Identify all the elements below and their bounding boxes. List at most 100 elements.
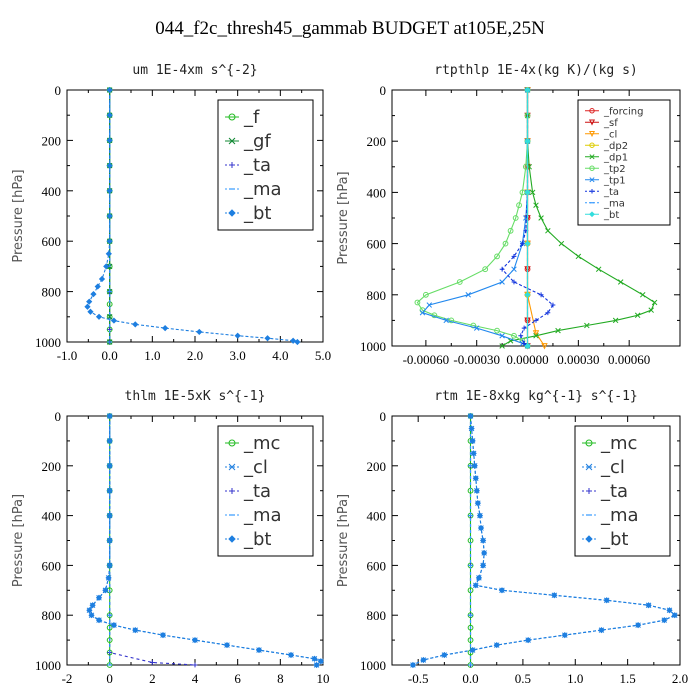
legend-marker (589, 165, 595, 171)
data-point (516, 202, 522, 209)
data-point (414, 299, 421, 306)
data-point (106, 238, 113, 245)
data-point (524, 291, 531, 298)
data-point (105, 250, 112, 257)
data-point (480, 562, 487, 569)
y-tick-label: 600 (42, 558, 62, 573)
panel-3: thlm 1E-5xK s^{-1} Pressure [hPa] 0 200 400 6… (11, 389, 330, 686)
legend-label: _ta (603, 187, 619, 198)
data-point (86, 298, 93, 305)
legend-marker (229, 162, 235, 168)
y-tick-label: 0 (380, 409, 387, 424)
data-point (106, 162, 113, 169)
data-point (524, 86, 531, 94)
legend-label: _mc (600, 433, 637, 454)
data-point (106, 462, 113, 469)
legend-label: _ta (600, 481, 628, 502)
data-point (538, 215, 544, 221)
data-point (511, 254, 517, 259)
x-tick-label: -2 (62, 671, 73, 686)
data-point (234, 332, 241, 339)
x-tick-label: 1.5 (620, 671, 636, 686)
data-point (507, 227, 514, 234)
y-tick-label: 400 (42, 184, 62, 199)
y-tick-label: 800 (367, 288, 387, 303)
data-point (529, 189, 536, 196)
data-point (648, 307, 654, 313)
data-point (106, 212, 113, 220)
data-point (110, 622, 118, 629)
figure-title: 044_f2c_thresh45_gammab BUDGET at105E,25… (155, 18, 545, 39)
data-point (223, 641, 231, 649)
y-tick-label: 600 (367, 558, 387, 573)
x-tick-label: 8 (277, 671, 284, 686)
data-point (474, 500, 481, 507)
data-point (106, 562, 113, 569)
y-tick-label: 200 (42, 459, 62, 474)
legend-marker (588, 131, 596, 138)
data-point (162, 325, 169, 332)
data-point (522, 163, 529, 170)
legend-marker (586, 488, 592, 494)
x-tick-label: 0.00000 (506, 352, 548, 367)
x-tick-label: 5.0 (315, 348, 331, 363)
data-point (106, 187, 113, 194)
data-point (470, 322, 477, 329)
data-point (86, 607, 93, 614)
data-point (470, 450, 477, 457)
panel-4: rtm 1E-8xkg kg^{-1} s^{-1} Pressure [hPa]… (336, 389, 688, 686)
data-point (545, 228, 551, 234)
data-point (448, 317, 455, 324)
legend-marker (589, 177, 595, 183)
legend-marker (229, 488, 235, 494)
data-point (538, 292, 544, 298)
data-point (482, 266, 489, 273)
data-point (520, 241, 525, 246)
data-point (84, 303, 91, 310)
x-tick-label: 0.00060 (608, 352, 650, 367)
y-tick-label: 0 (55, 83, 62, 98)
legend-marker (228, 535, 236, 543)
data-point (87, 308, 94, 315)
y-tick-label: 800 (42, 285, 62, 300)
legend-label: _bt (243, 203, 271, 224)
legend-label: _tp2 (603, 164, 626, 175)
data-point (661, 617, 668, 624)
series-line (421, 90, 529, 347)
data-point (473, 325, 480, 331)
data-point (494, 253, 500, 260)
data-point (467, 412, 474, 420)
data-point (521, 341, 527, 346)
data-point (533, 318, 539, 323)
panel-title: thlm 1E-5xK s^{-1} (125, 389, 266, 404)
data-point (102, 587, 109, 594)
data-point (471, 462, 478, 469)
legend-label: _cl (600, 457, 625, 478)
data-point (472, 582, 479, 589)
series-line (416, 90, 529, 347)
legend-marker (588, 119, 596, 126)
legend-marker (585, 535, 593, 543)
data-point (105, 574, 112, 581)
series-group (414, 86, 658, 350)
data-point (555, 327, 561, 334)
data-point (472, 475, 479, 482)
x-tick-label: 6 (234, 671, 241, 686)
data-point (456, 279, 463, 285)
data-point (499, 279, 505, 285)
data-point (558, 240, 565, 247)
y-axis-label: Pressure [hPa] (11, 169, 26, 262)
data-point (94, 283, 101, 290)
data-point (468, 425, 475, 432)
data-point (467, 637, 474, 643)
data-point (524, 240, 531, 247)
data-point (550, 302, 556, 308)
data-point (651, 299, 658, 306)
data-point (106, 537, 113, 544)
legend-label: _dp1 (603, 152, 628, 163)
data-point (533, 202, 539, 208)
data-point (422, 291, 429, 298)
legend-label: _bt (600, 529, 628, 550)
legend-marker (228, 113, 236, 121)
